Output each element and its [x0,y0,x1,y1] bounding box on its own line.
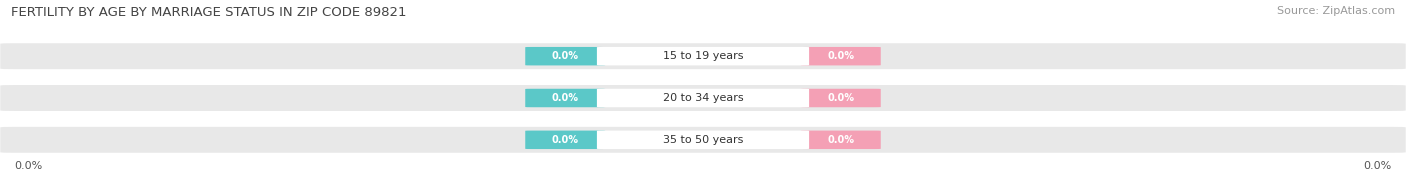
Text: 20 to 34 years: 20 to 34 years [662,93,744,103]
FancyBboxPatch shape [526,89,605,107]
Text: 0.0%: 0.0% [827,51,855,61]
FancyBboxPatch shape [801,47,880,65]
FancyBboxPatch shape [801,89,880,107]
Text: 0.0%: 0.0% [1364,161,1392,171]
FancyBboxPatch shape [598,89,808,107]
FancyBboxPatch shape [0,85,1406,111]
Text: 0.0%: 0.0% [14,161,42,171]
Text: 0.0%: 0.0% [551,51,579,61]
FancyBboxPatch shape [0,43,1406,69]
Text: 15 to 19 years: 15 to 19 years [662,51,744,61]
FancyBboxPatch shape [801,131,880,149]
FancyBboxPatch shape [526,47,605,65]
FancyBboxPatch shape [0,127,1406,153]
FancyBboxPatch shape [526,131,605,149]
Text: Source: ZipAtlas.com: Source: ZipAtlas.com [1277,6,1395,16]
FancyBboxPatch shape [598,47,808,65]
Text: FERTILITY BY AGE BY MARRIAGE STATUS IN ZIP CODE 89821: FERTILITY BY AGE BY MARRIAGE STATUS IN Z… [11,6,406,19]
Text: 35 to 50 years: 35 to 50 years [662,135,744,145]
Text: 0.0%: 0.0% [827,135,855,145]
Text: 0.0%: 0.0% [827,93,855,103]
FancyBboxPatch shape [598,131,808,149]
Text: 0.0%: 0.0% [551,93,579,103]
Text: 0.0%: 0.0% [551,135,579,145]
